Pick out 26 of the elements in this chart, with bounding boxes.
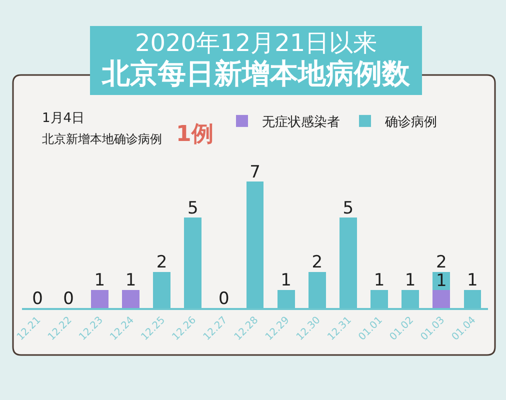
legend-label: 确诊病例 xyxy=(384,115,437,130)
bar xyxy=(90,290,108,308)
bar xyxy=(432,290,450,308)
legend-label: 无症状感染者 xyxy=(262,115,340,130)
text: 1例 xyxy=(176,122,214,147)
total-label: 1 xyxy=(467,270,478,291)
total-label: 1 xyxy=(404,270,416,291)
total-label: 5 xyxy=(342,198,354,218)
total-label: 2 xyxy=(312,252,323,273)
total-label: 2 xyxy=(436,252,447,273)
total-label: 1 xyxy=(94,270,106,291)
chart-title: 2020年12月21日以来 xyxy=(135,29,378,57)
total-label: 1 xyxy=(374,270,385,291)
total-label: 7 xyxy=(250,162,260,182)
total-label: 1 xyxy=(280,270,292,291)
total-label: 1 xyxy=(125,270,136,291)
chart-subtitle: 北京每日新增本地病例数 xyxy=(101,57,411,90)
bar xyxy=(122,290,140,308)
text: 北京新增本地确诊病例 xyxy=(42,132,162,146)
total-label: 0 xyxy=(32,288,43,309)
text: 1月4日 xyxy=(42,111,85,126)
total-label: 0 xyxy=(218,288,230,309)
total-label: 2 xyxy=(156,252,168,273)
data-label: 1 xyxy=(436,270,447,291)
total-label: 0 xyxy=(63,288,74,309)
total-label: 5 xyxy=(187,198,198,218)
